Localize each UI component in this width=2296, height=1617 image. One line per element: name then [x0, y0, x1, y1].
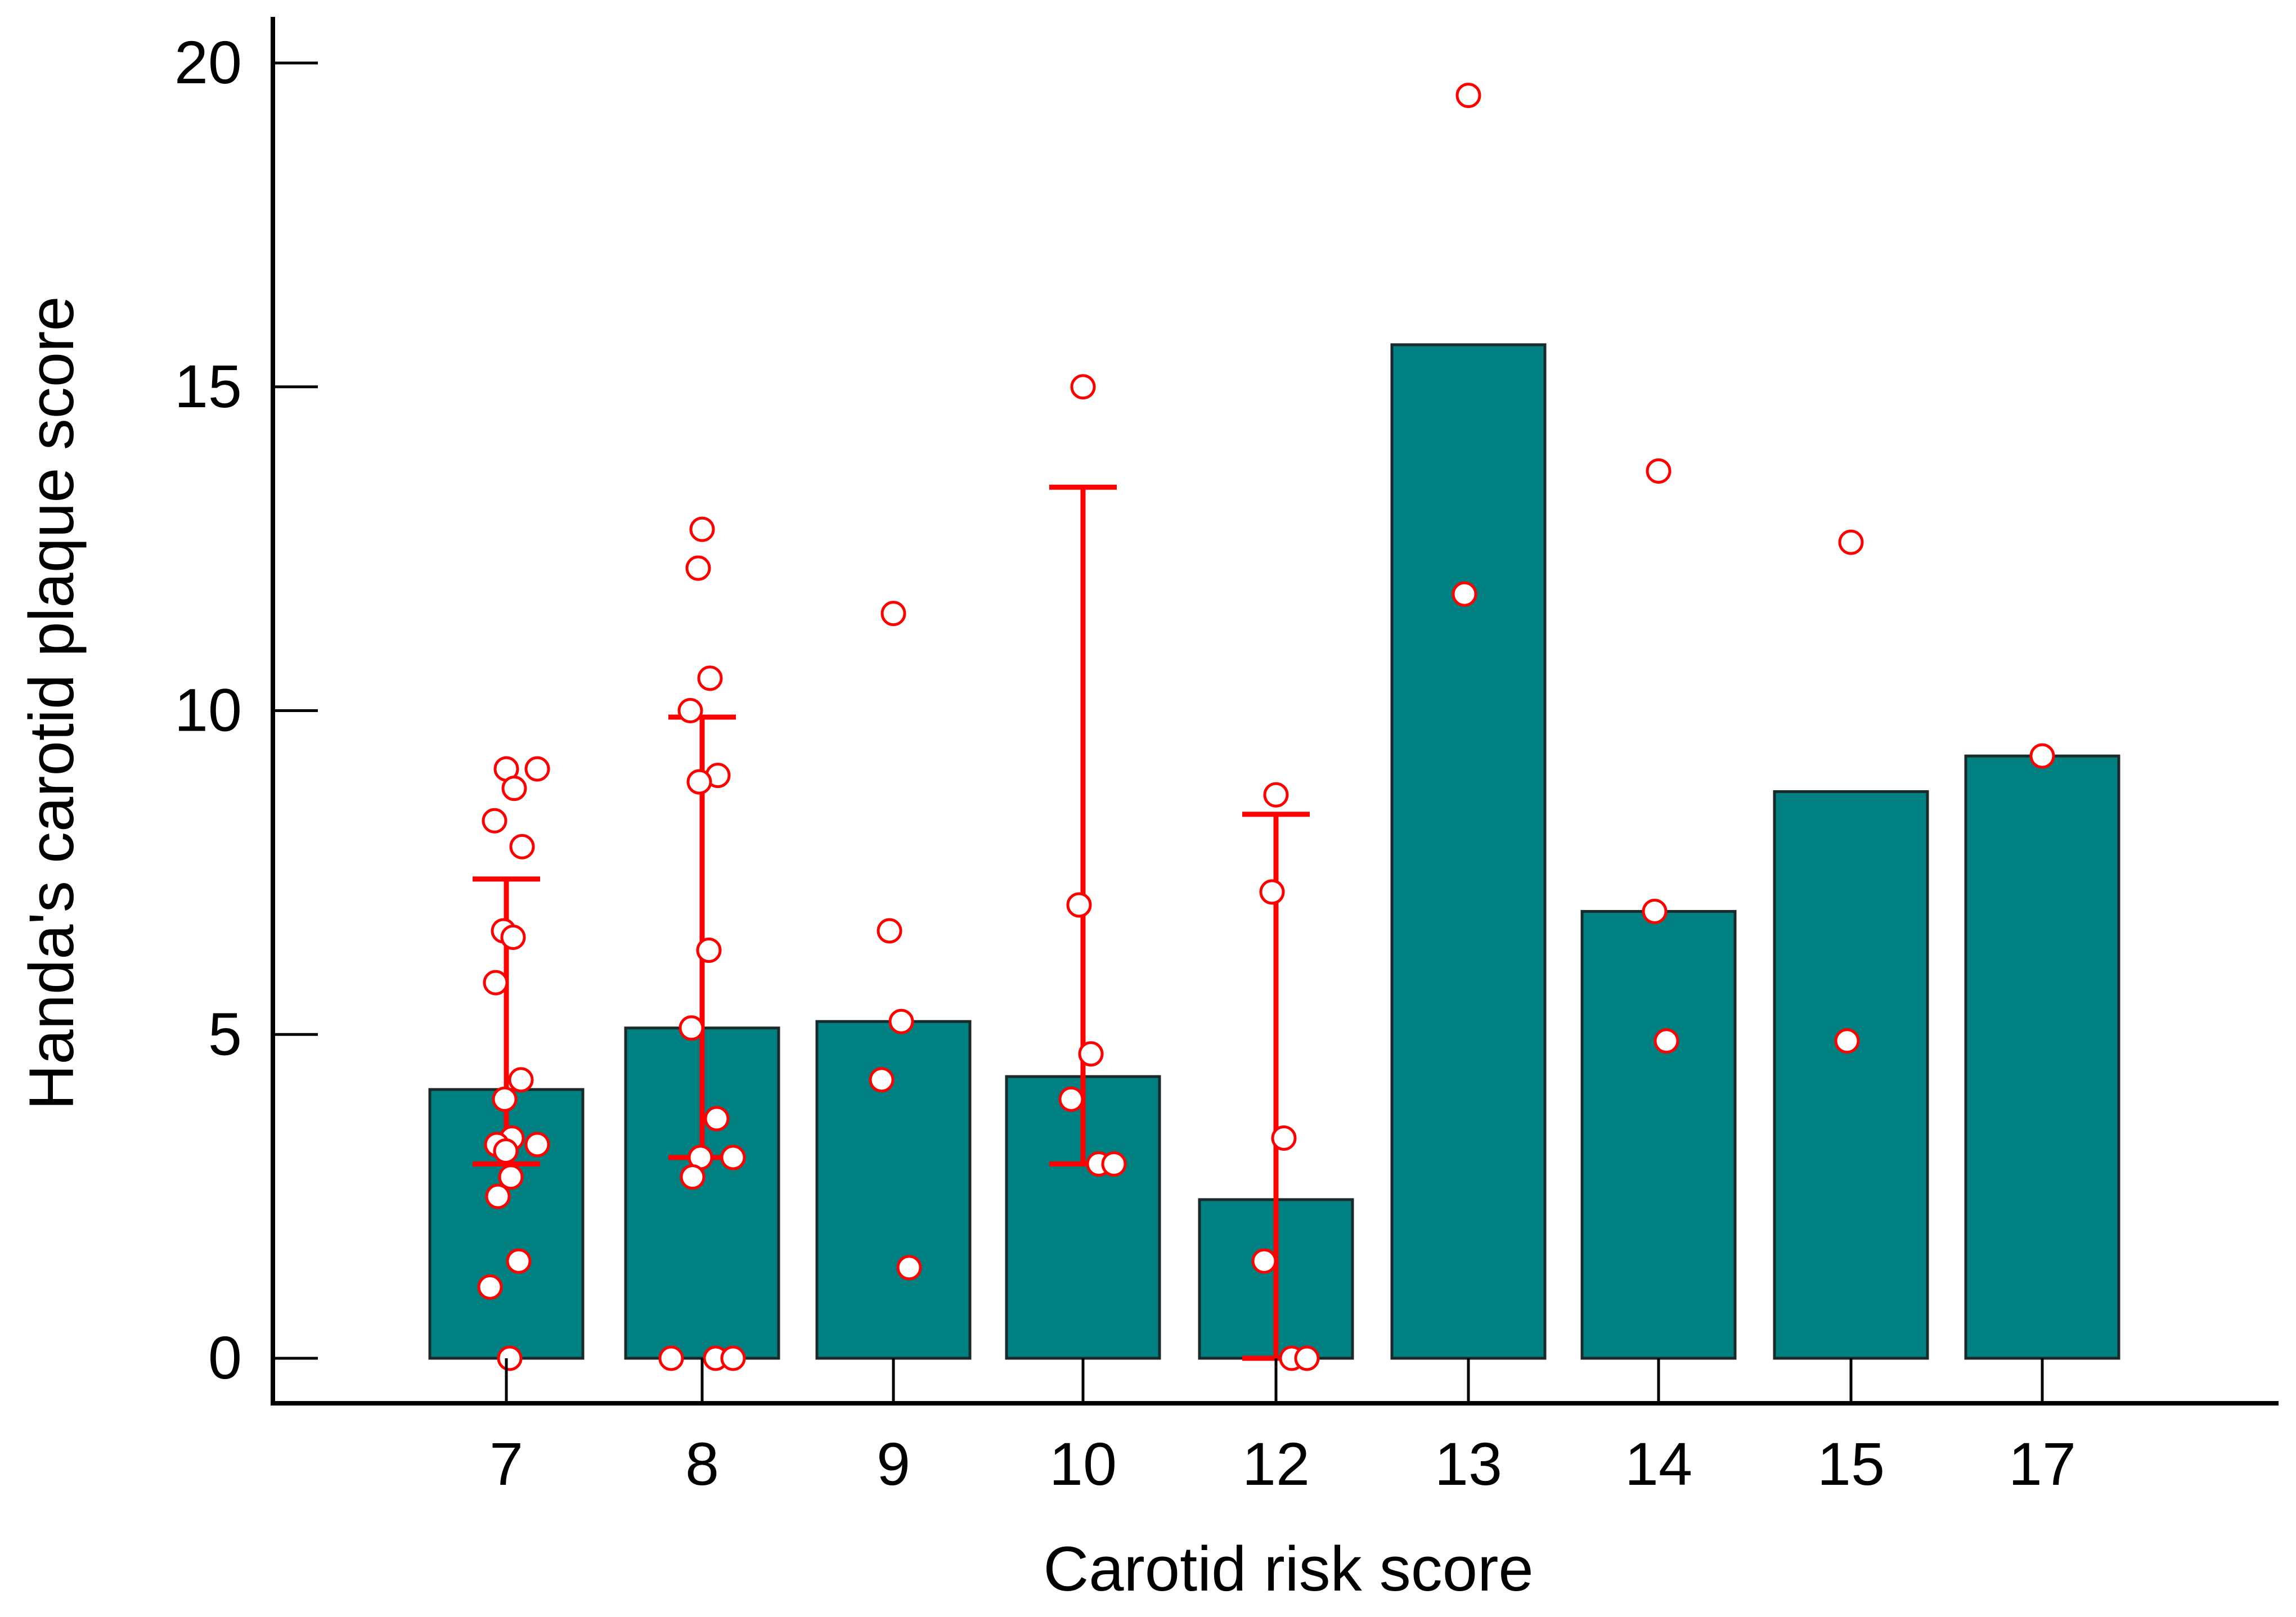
point-7-8: [508, 1067, 534, 1093]
point-15-0: [1838, 529, 1864, 555]
x-tick-label-13: 13: [1435, 1430, 1502, 1498]
point-14-0: [1646, 458, 1672, 484]
point-8-2: [697, 665, 723, 691]
point-15-1: [1834, 1028, 1860, 1054]
point-14-2: [1654, 1028, 1679, 1054]
point-8-14: [658, 1345, 684, 1371]
point-9-4: [896, 1255, 922, 1281]
x-tick-label-9: 9: [877, 1430, 910, 1498]
point-8-13: [720, 1345, 746, 1371]
point-12-3: [1251, 1248, 1277, 1274]
x-tick-label-8: 8: [685, 1430, 719, 1498]
point-10-0: [1070, 374, 1096, 400]
x-tick-label-15: 15: [1817, 1430, 1885, 1498]
point-12-1: [1259, 879, 1285, 905]
x-tick-label-14: 14: [1625, 1430, 1692, 1498]
point-10-3: [1058, 1086, 1084, 1112]
point-8-11: [680, 1164, 706, 1190]
y-axis-title: Handa's carotid plaque score: [16, 296, 87, 1110]
point-7-13: [493, 1138, 519, 1164]
point-7-16: [506, 1248, 532, 1274]
point-7-2: [501, 776, 527, 801]
point-8-0: [689, 516, 715, 542]
bar-9: [815, 1020, 972, 1360]
y-tick-label-0: 0: [208, 1323, 242, 1391]
point-8-1: [685, 555, 711, 581]
point-10-5: [1101, 1151, 1127, 1177]
bar-14: [1580, 909, 1737, 1360]
x-axis-title: Carotid risk score: [1043, 1534, 1533, 1604]
point-7-1: [524, 756, 550, 782]
y-tick-label-10: 10: [174, 676, 242, 744]
axis-labels-group: Carotid risk score Handa's carotid plaqu…: [16, 296, 1534, 1604]
point-17-0: [2029, 743, 2055, 769]
point-7-18: [497, 1345, 523, 1371]
bars-group: [428, 343, 2120, 1360]
point-12-2: [1271, 1125, 1297, 1151]
point-9-1: [877, 918, 902, 944]
bar-13: [1390, 343, 1547, 1360]
point-13-0: [1455, 83, 1481, 109]
x-tick-label-12: 12: [1242, 1430, 1310, 1498]
x-tick-label-10: 10: [1049, 1430, 1117, 1498]
point-8-7: [679, 1015, 704, 1041]
point-8-5: [686, 769, 712, 795]
point-9-3: [869, 1067, 895, 1093]
point-9-2: [888, 1008, 914, 1034]
point-7-9: [492, 1086, 518, 1112]
x-tick-label-17: 17: [2009, 1430, 2076, 1498]
axes-group: 0 5 10 15 20 7 8 9 10 12 13 14 15 17: [174, 17, 2279, 1498]
point-7-15: [485, 1183, 511, 1209]
point-7-3: [482, 808, 507, 834]
point-8-3: [677, 698, 703, 723]
point-10-2: [1078, 1041, 1104, 1067]
point-12-0: [1263, 782, 1289, 808]
point-12-5: [1294, 1345, 1320, 1371]
point-7-17: [477, 1274, 503, 1300]
point-7-6: [500, 925, 526, 951]
bar-15: [1773, 790, 1929, 1360]
point-7-12: [524, 1132, 550, 1157]
point-8-10: [720, 1145, 746, 1170]
bar-17: [1964, 754, 2120, 1360]
point-14-1: [1642, 898, 1668, 924]
point-10-1: [1066, 892, 1092, 918]
point-8-8: [704, 1106, 730, 1132]
y-tick-label-5: 5: [208, 999, 242, 1068]
point-8-6: [696, 938, 722, 963]
point-7-7: [483, 970, 509, 996]
point-13-1: [1452, 581, 1477, 607]
x-tick-label-7: 7: [489, 1430, 523, 1498]
point-9-0: [880, 601, 906, 627]
point-7-14: [498, 1164, 524, 1190]
y-tick-label-15: 15: [174, 352, 242, 420]
points-group: [477, 83, 2055, 1371]
y-tick-label-20: 20: [174, 28, 242, 96]
point-7-4: [509, 834, 535, 859]
